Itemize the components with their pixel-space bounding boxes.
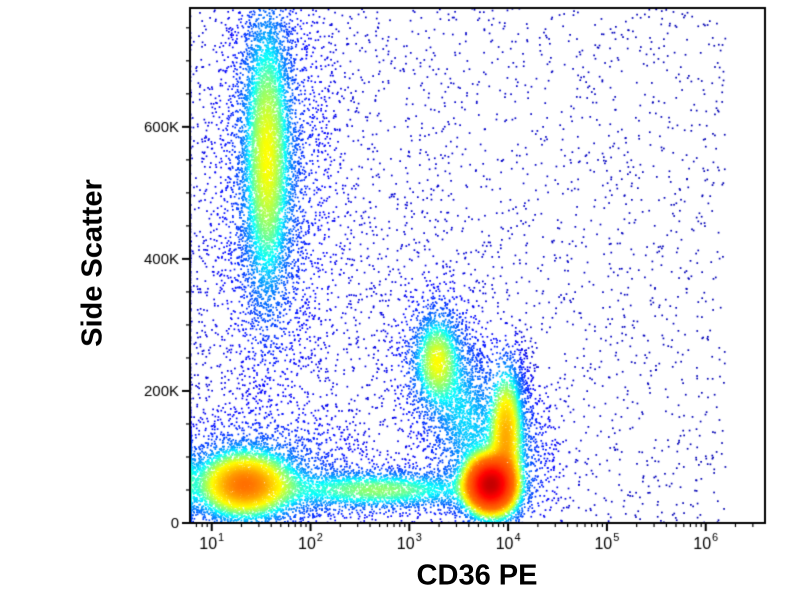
x-axis-title: CD36 PE: [416, 559, 538, 592]
y-axis-title: Side Scatter: [76, 179, 109, 347]
